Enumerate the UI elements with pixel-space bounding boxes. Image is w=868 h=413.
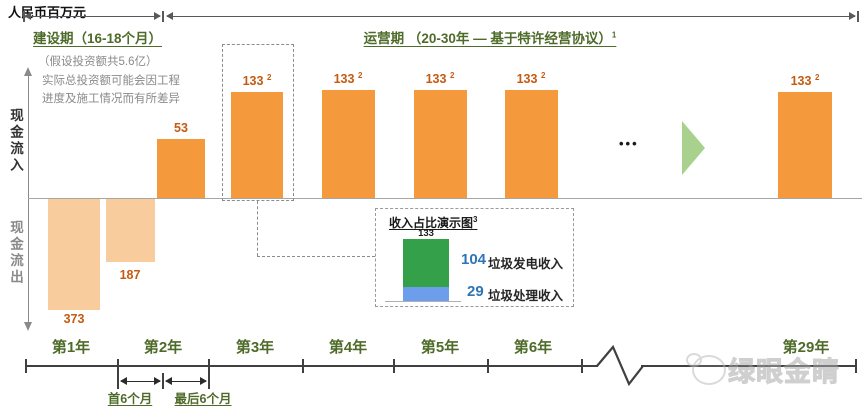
bar-year5-inflow [414, 90, 467, 198]
bar-year5-footnote: 2 [449, 70, 455, 80]
bar-year1-outflow-label: 373 [63, 312, 85, 326]
inset-total-label: 133 [418, 228, 434, 239]
bar-year6-inflow-label: 133 2 [516, 70, 546, 86]
bar-year2-outflow-label: 187 [119, 268, 141, 282]
subarrow-bar-left [117, 373, 119, 389]
zero-axis-line [28, 198, 862, 200]
bar-year4-footnote: 2 [357, 70, 363, 80]
bar-year3-footnote: 2 [266, 72, 272, 82]
caveat-line-2: 进度及施工情况而有所差异 [42, 92, 180, 105]
timeline-tick-7 [581, 359, 583, 373]
last-6-months-label: 最后6个月 [174, 392, 232, 406]
watermark-text: 绿眼金睛 [728, 357, 840, 388]
bar-year4-value: 133 [333, 72, 355, 86]
year-label-4: 第4年 [328, 339, 368, 356]
watermark: 绿眼金睛 [686, 350, 840, 389]
construction-period-label: 建设期（16-18个月） [33, 31, 163, 46]
inset-connector-vertical [257, 201, 258, 256]
year-label-6: 第6年 [513, 339, 553, 356]
bar-year29-value: 133 [790, 74, 812, 88]
year-label-5: 第5年 [420, 339, 460, 356]
bar-year6-value: 133 [516, 72, 538, 86]
bar-year6-inflow [505, 90, 558, 198]
power-revenue-label: 垃圾发电收入 [488, 257, 564, 271]
construction-span-arrow [24, 12, 161, 21]
operation-span-endbar [857, 11, 859, 22]
bar-year2-outflow [106, 199, 155, 262]
bar-year4-inflow-label: 133 2 [333, 70, 363, 86]
bar-year5-value: 133 [425, 72, 447, 86]
inset-title: 收入占比演示图3 [389, 214, 477, 231]
bar-year4-inflow [322, 90, 375, 198]
timeline-tick-2 [117, 359, 119, 373]
bar-year3-inflow [231, 92, 283, 198]
year-label-3: 第3年 [235, 339, 275, 356]
timeline-tick-5 [393, 359, 395, 373]
year-label-29: 第29年 [782, 339, 830, 356]
timeline-tick-3 [208, 359, 210, 373]
power-revenue-value: 104 [461, 251, 487, 268]
cash-inflow-axis-label: 现金流入 [8, 108, 23, 174]
timeline-segment-left [25, 365, 598, 367]
bar-year29-inflow [778, 92, 832, 198]
first-6-months-label: 首6个月 [107, 392, 153, 406]
bar-year3-inflow-label: 133 2 [242, 72, 272, 88]
bar-year1-outflow [48, 199, 100, 310]
bar-year29-footnote: 2 [814, 72, 820, 82]
inset-footnote-sup: 3 [473, 215, 478, 224]
operation-span-arrow [166, 12, 856, 21]
year3-highlight-box [222, 44, 294, 201]
inset-baseline [385, 301, 461, 303]
last-6-months-arrow [165, 377, 207, 386]
treatment-revenue-label: 垃圾处理收入 [488, 289, 564, 303]
inset-title-text: 收入占比演示图 [389, 216, 474, 230]
inset-connector-horizontal [257, 256, 375, 257]
timeline-tick-1 [25, 359, 27, 373]
years-ellipsis: ••• [619, 136, 639, 151]
timeline-segment-right [641, 365, 857, 367]
bar-year29-inflow-label: 133 2 [790, 72, 820, 88]
continuation-arrow-icon [682, 121, 705, 175]
first-6-months-arrow [120, 377, 161, 386]
caveat-line-1: 实际总投资额可能会因工程 [42, 75, 180, 87]
operation-footnote-sup: 1 [611, 30, 617, 40]
timeline-break-zigzag [596, 344, 644, 387]
inset-bar-treatment-revenue [403, 287, 449, 301]
bar-year6-footnote: 2 [540, 70, 546, 80]
unit-label: 人民币百万元 [8, 5, 87, 20]
cash-outflow-axis-label: 现金流出 [8, 220, 23, 286]
panda-logo-icon [686, 352, 726, 385]
year-label-2: 第2年 [143, 339, 183, 356]
bar-year5-inflow-label: 133 2 [425, 70, 455, 86]
subarrow-bar-mid [162, 373, 164, 389]
bar-year2-inflow-label: 53 [174, 121, 188, 135]
operation-period-header: 运营期 （20-30年 — 基于特许经营协议）1 [350, 27, 630, 47]
year-label-1: 第1年 [51, 339, 91, 356]
treatment-revenue-value: 29 [467, 283, 484, 300]
revenue-composition-inset: 收入占比演示图3 133 104 垃圾发电收入 29 垃圾处理收入 [375, 208, 574, 307]
construction-span-endbar [162, 11, 164, 22]
bar-year2-inflow [157, 139, 205, 198]
investment-caveat-note: 实际总投资额可能会因工程 进度及施工情况而有所差异 [42, 73, 180, 109]
construction-period-header: 建设期（16-18个月） [33, 27, 162, 47]
inset-bar-power-revenue [403, 239, 449, 287]
timeline-tick-end [855, 359, 857, 373]
operation-period-label: 运营期 （20-30年 — 基于特许经营协议） [363, 31, 612, 46]
subarrow-bar-right [208, 373, 210, 389]
investment-assumption-note: （假设投资额共5.6亿） [38, 56, 158, 68]
timeline-tick-6 [487, 359, 489, 373]
bar-year3-value: 133 [242, 74, 264, 88]
timeline-tick-4 [302, 359, 304, 373]
